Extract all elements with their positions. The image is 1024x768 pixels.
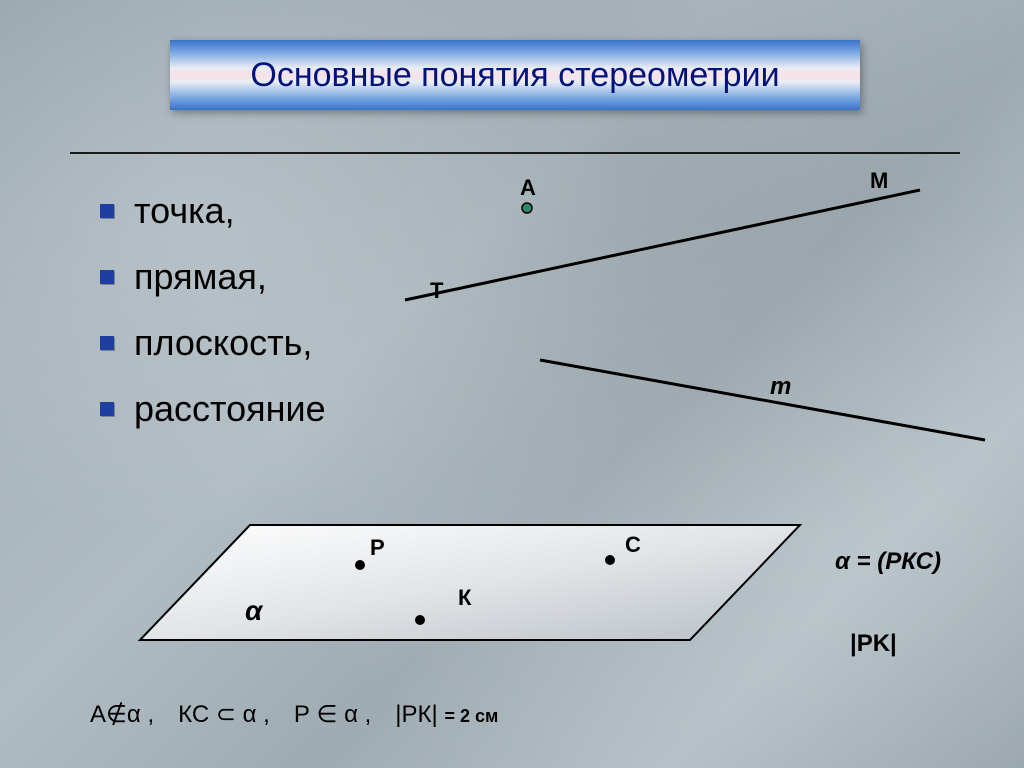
label-m-upper: М <box>870 168 888 194</box>
bullet-text: расстояние <box>134 388 326 430</box>
formula-row: A∉α , КС ⊂ α , Р ∈ α , |РК| = 2 см <box>90 700 498 729</box>
alpha-def-text: α = (РКС) <box>835 548 941 575</box>
point-p <box>355 560 365 570</box>
formula-a-notin: A∉α , <box>90 700 154 729</box>
title-bar: Основные понятия стереометрии <box>170 40 860 110</box>
f3: Р ∈ α , <box>294 701 371 728</box>
line-tm <box>405 190 920 300</box>
title-divider <box>70 152 960 154</box>
label-c: С <box>625 532 641 558</box>
bullet-icon <box>100 270 114 284</box>
bullet-text: прямая, <box>134 256 267 298</box>
label-alpha: α <box>245 595 262 627</box>
label-p: Р <box>370 535 385 561</box>
line-m <box>540 360 985 440</box>
bullet-icon <box>100 402 114 416</box>
formula-pk: |РК| = 2 см <box>395 701 498 729</box>
bullet-list: точка, прямая, плоскость, расстояние <box>100 190 326 454</box>
label-pk-abs: |PK| <box>850 630 897 658</box>
formula-kc-subset: КС ⊂ α , <box>178 700 270 729</box>
point-a <box>522 203 532 213</box>
label-t: Т <box>430 278 443 304</box>
list-item: расстояние <box>100 388 326 430</box>
list-item: плоскость, <box>100 322 326 364</box>
f2: КС ⊂ α , <box>178 701 270 728</box>
plane-alpha <box>140 525 800 640</box>
list-item: точка, <box>100 190 326 232</box>
point-c <box>605 555 615 565</box>
list-item: прямая, <box>100 256 326 298</box>
bullet-icon <box>100 336 114 350</box>
label-m-lower: m <box>770 373 791 401</box>
slide: Основные понятия стереометрии точка, пря… <box>0 0 1024 768</box>
slide-title: Основные понятия стереометрии <box>250 56 779 95</box>
label-alpha-def: α = (РКС) <box>835 548 941 576</box>
point-k <box>415 615 425 625</box>
label-k: К <box>458 585 471 611</box>
formula-p-in: Р ∈ α , <box>294 700 371 729</box>
bullet-text: плоскость, <box>134 322 312 364</box>
f4a: |РК| <box>395 701 437 728</box>
f1: A∉α , <box>90 701 154 728</box>
label-a: А <box>520 175 536 201</box>
bullet-icon <box>100 204 114 218</box>
bullet-text: точка, <box>134 190 235 232</box>
f4b: = 2 см <box>444 706 498 726</box>
